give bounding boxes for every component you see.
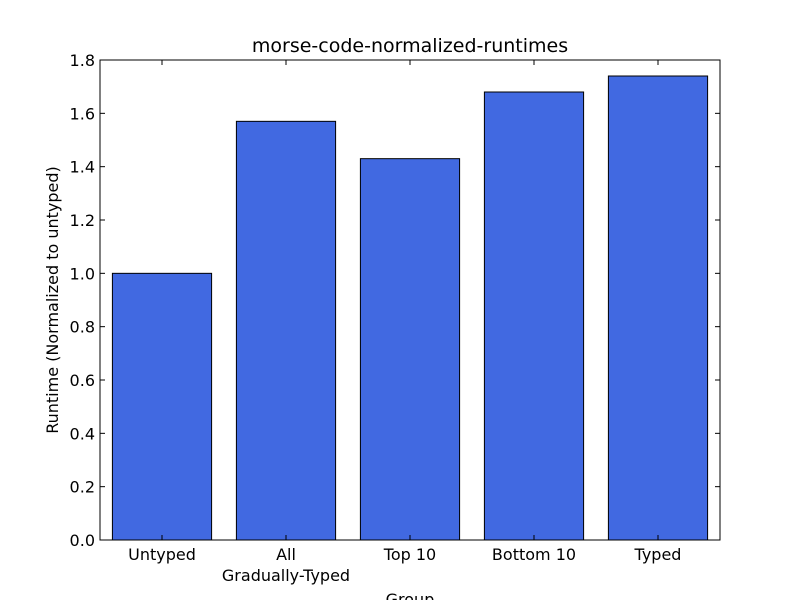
x-tick-label-0: Untyped [128,545,196,564]
y-tick-label-3: 0.6 [70,371,95,390]
y-tick-label-0: 0.0 [70,531,95,550]
y-tick-label-6: 1.2 [70,211,95,230]
bar-4 [607,75,709,541]
x-tick-label-4: Typed [634,545,682,564]
bar-3 [483,91,585,541]
y-tick-label-2: 0.4 [70,424,95,443]
x-tick-label-1: All Gradually-Typed [222,545,350,585]
y-tick-label-5: 1.0 [70,264,95,283]
chart-title: morse-code-normalized-runtimes [252,35,568,57]
y-tick-label-1: 0.2 [70,478,95,497]
ticks-layer: Untyped All Gradually-Typed Top 10 Bottom 10… [70,51,720,585]
x-tick-label-2: Top 10 [383,545,436,564]
x-axis-label: Group [386,590,435,600]
bar-0 [111,272,213,541]
y-axis-label: Runtime (Normalized to untyped) [43,166,62,434]
y-tick-label-8: 1.6 [70,104,95,123]
x-tick-label-3: Bottom 10 [492,545,576,564]
plot-frame [99,59,721,541]
y-tick-label-4: 0.8 [70,318,95,337]
bar-1 [235,120,337,541]
y-tick-label-9: 1.8 [70,51,95,70]
bars-layer [111,75,709,541]
y-tick-label-7: 1.4 [70,158,95,177]
bar-2 [359,158,461,541]
